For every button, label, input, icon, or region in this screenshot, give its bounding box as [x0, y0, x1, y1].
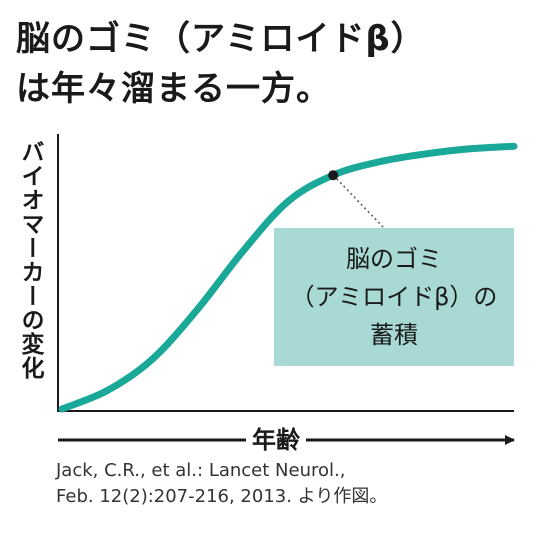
annotation-callout: 脳のゴミ （アミロイドβ）の 蓄積: [274, 228, 514, 366]
annotation-leader-line: [332, 174, 385, 229]
source-line-1: Jack, C.R., et al.: Lancet Neurol.,: [56, 460, 346, 481]
x-axis-label: 年齢: [246, 424, 306, 456]
y-axis-label: バイオマーカーの変化: [17, 140, 43, 380]
chart-title-line-1: 脳のゴミ（アミロイドβ）: [16, 19, 426, 59]
annotation-point: [328, 170, 339, 181]
chart-title-line-2: は年々溜まる一方。: [16, 69, 331, 109]
annotation-line-3: 蓄積: [370, 321, 418, 349]
source-citation: Jack, C.R., et al.: Lancet Neurol., Feb.…: [56, 458, 387, 510]
biomarker-curve: [58, 142, 518, 413]
chart-title: 脳のゴミ（アミロイドβ） は年々溜まる一方。: [16, 14, 426, 114]
annotation-line-1: 脳のゴミ: [346, 245, 442, 273]
source-line-2: Feb. 12(2):207-216, 2013. より作図。: [56, 486, 388, 507]
annotation-line-2: （アミロイドβ）の: [290, 283, 498, 311]
